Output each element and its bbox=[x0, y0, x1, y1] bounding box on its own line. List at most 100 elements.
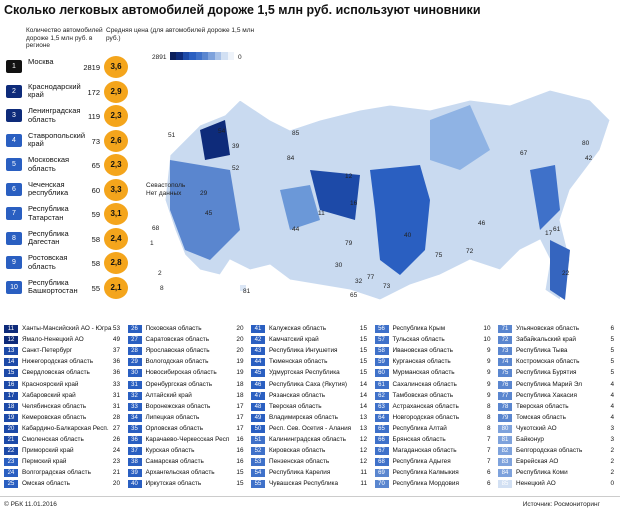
table-row: 41 Калужская область 15 bbox=[251, 324, 367, 334]
rank-badge: 75 bbox=[498, 369, 512, 378]
table-row: 81 Байконур 3 bbox=[498, 435, 614, 445]
car-count: 20 bbox=[236, 347, 244, 355]
table-row: 36 Карачаево-Черкесская Респ 16 bbox=[127, 435, 244, 445]
legend-swatch bbox=[214, 52, 222, 60]
region-name: Саратовская область bbox=[145, 336, 210, 344]
region-name: Рязанская область bbox=[269, 391, 326, 399]
car-count: 11 bbox=[360, 469, 367, 477]
region-name: Иркутская область bbox=[145, 480, 202, 488]
rank-badge: 40 bbox=[127, 480, 142, 489]
car-count: 14 bbox=[359, 380, 367, 388]
rank-badge: 84 bbox=[498, 469, 512, 478]
region-name: Брянская область bbox=[392, 436, 446, 443]
rank-badge: 59 bbox=[374, 358, 389, 367]
rank-badge: 83 bbox=[498, 458, 512, 467]
table-row: 82 Белгородская область 2 bbox=[498, 446, 614, 456]
region-name: Московская область bbox=[28, 155, 70, 173]
rank-badge: 69 bbox=[374, 469, 389, 478]
table-row: 64 Новгородская область 8 bbox=[374, 413, 491, 423]
legend-swatch bbox=[208, 52, 215, 60]
car-count: 65 bbox=[91, 161, 100, 170]
map-label: 85 bbox=[292, 130, 300, 137]
car-count: 8 bbox=[486, 413, 491, 421]
map-label: 42 bbox=[585, 155, 593, 162]
car-count: 15 bbox=[359, 358, 367, 366]
rank-badge: 48 bbox=[251, 402, 265, 411]
car-count: 21 bbox=[112, 469, 120, 477]
rank-badge: 11 bbox=[4, 325, 18, 333]
region-name: Удмуртская Республика bbox=[269, 369, 340, 377]
rank-badge: 8 bbox=[6, 231, 22, 245]
rank-badge: 60 bbox=[374, 369, 389, 378]
rank-badge: 10 bbox=[6, 280, 22, 294]
table-row: 27 Саратовская область 20 bbox=[127, 335, 244, 345]
car-count: 13 bbox=[359, 413, 367, 421]
region-name: Челябинская область bbox=[22, 402, 87, 410]
top-row: 8 Республика Дагестан 58 2,4 bbox=[6, 227, 136, 250]
table-row: 56 Республика Крым 10 bbox=[374, 324, 491, 334]
region-name: Калининградская область bbox=[269, 436, 346, 443]
region-name: Красноярский край bbox=[22, 380, 79, 388]
region-name: Карачаево-Черкесская Респ bbox=[145, 436, 230, 443]
table-row: 30 Новосибирская область 19 bbox=[127, 368, 244, 378]
rank-badge: 29 bbox=[127, 358, 142, 367]
region-name: Республика Саха (Якутия) bbox=[269, 380, 347, 388]
map-label: 8 bbox=[160, 285, 164, 292]
rank-badge: 58 bbox=[374, 347, 389, 356]
car-count: 55 bbox=[91, 283, 100, 293]
rank-badge: 81 bbox=[498, 436, 512, 444]
rank-badge: 27 bbox=[127, 336, 142, 345]
region-name: Ставропольский край bbox=[28, 130, 86, 148]
top-row: 4 Ставропольский край 73 2,6 bbox=[6, 129, 136, 152]
car-count: 5 bbox=[610, 347, 614, 355]
car-count: 19 bbox=[236, 369, 244, 377]
rank-badge: 57 bbox=[374, 336, 389, 345]
table-row: 42 Камчатский край 15 bbox=[251, 335, 367, 345]
car-count: 49 bbox=[112, 336, 120, 344]
region-name: Республика Бурятия bbox=[516, 369, 577, 377]
map-label: 44 bbox=[292, 226, 300, 233]
map-label: 32 bbox=[355, 278, 363, 285]
map-region bbox=[200, 120, 230, 160]
rank-badge: 7 bbox=[6, 207, 22, 220]
rank-badge: 54 bbox=[251, 469, 265, 478]
rank-badge: 20 bbox=[4, 424, 18, 433]
map-label: 16 bbox=[350, 200, 358, 207]
region-name: Белгородская область bbox=[516, 447, 583, 455]
table-row: 77 Республика Хакасия 4 bbox=[498, 391, 614, 401]
region-name: Курганская область bbox=[392, 358, 451, 366]
car-count: 172 bbox=[87, 87, 100, 97]
rank-badge: 3 bbox=[6, 109, 22, 122]
region-name: Хабаровский край bbox=[22, 391, 76, 399]
car-count: 9 bbox=[486, 369, 491, 377]
region-name: Республика Хакасия bbox=[516, 391, 577, 399]
rank-badge: 65 bbox=[374, 424, 389, 433]
table-row: 25 Омская область 20 bbox=[4, 479, 120, 489]
car-count: 9 bbox=[486, 380, 491, 388]
car-count: 12 bbox=[359, 447, 367, 455]
car-count: 18 bbox=[236, 380, 244, 388]
rank-badge: 70 bbox=[374, 480, 389, 489]
avg-price: 2,3 bbox=[104, 154, 128, 176]
car-count: 26 bbox=[112, 436, 120, 443]
avg-price: 2,8 bbox=[104, 252, 128, 274]
region-name: Кабардино-Балкарская Респ. bbox=[22, 424, 109, 432]
car-count: 18 bbox=[236, 391, 244, 399]
region-name: Санкт-Петербург bbox=[22, 347, 73, 355]
car-count: 5 bbox=[610, 336, 614, 344]
rank-badge: 32 bbox=[127, 391, 142, 400]
rank-badge: 41 bbox=[251, 325, 265, 333]
footer-left: © РБК 11.01.2016 bbox=[4, 501, 57, 508]
region-name: Тамбовская область bbox=[392, 391, 454, 399]
footer-right: Источник: Росмониторинг bbox=[522, 501, 600, 508]
table-row: 40 Иркутская область 15 bbox=[127, 479, 244, 489]
region-name: Новосибирская область bbox=[145, 369, 217, 377]
region-name: Ростовская область bbox=[28, 253, 68, 271]
region-name: Республика Адыгея bbox=[392, 458, 451, 466]
car-count: 20 bbox=[112, 480, 120, 488]
map-region bbox=[310, 170, 360, 220]
top-row: 7 Республика Татарстан 59 3,1 bbox=[6, 203, 136, 225]
region-name: Чеченская республика bbox=[28, 179, 69, 197]
car-count: 4 bbox=[610, 413, 614, 421]
